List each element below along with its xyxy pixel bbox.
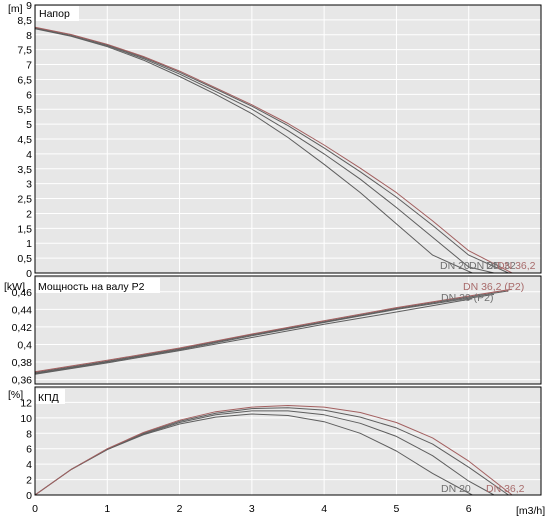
head-y-tick-label: 5,5 (17, 104, 32, 116)
efficiency-title: КПД (38, 392, 59, 404)
power-plot-area (35, 276, 541, 384)
efficiency-y-tick-label: 4 (26, 459, 32, 471)
head-y-tick-label: 7 (26, 60, 32, 72)
power-frame (34, 275, 542, 385)
efficiency-curves (34, 405, 513, 496)
head-y-tick-label: 8 (26, 30, 32, 42)
head-y-tick-label: 9 (26, 0, 32, 12)
head-curves (34, 26, 513, 274)
head-y-ticks: 0 0,5 1 1,5 2 2,5 3 3,5 4 4,5 5 5,5 6 6,5 7 7,5 8 8,5 9 (17, 0, 32, 280)
efficiency-label-dn20: DN 20 (441, 483, 471, 495)
head-frame (34, 4, 542, 274)
x-tick-label: 5 (394, 503, 400, 515)
efficiency-y-ticks: 0 2 4 6 8 10 12 (20, 397, 32, 502)
head-curve-1 (34, 28, 473, 274)
head-panel: 0 0,5 1 1,5 2 2,5 3 3,5 4 4,5 5 5,5 6 6,5 7 7,5 8 8,5 9 [m… (8, 0, 542, 280)
efficiency-y-tick-label: 2 (26, 475, 32, 487)
efficiency-unit-label: [%] (8, 389, 23, 401)
head-curve-2 (34, 27, 495, 274)
head-label-dn362: DN 36,2 (497, 260, 536, 272)
efficiency-title-box (36, 389, 65, 404)
efficiency-x-ticks: 0 1 2 3 4 5 6 (32, 503, 472, 515)
efficiency-y-tick-label: 10 (20, 413, 32, 425)
power-curves (34, 288, 513, 375)
x-tick-label: 0 (32, 503, 38, 515)
x-tick-label: 3 (249, 503, 255, 515)
power-curve-4 (34, 288, 513, 373)
power-y-tick-label: 0,4 (17, 339, 32, 351)
power-label-dn362: DN 36,2 (P2) (463, 281, 524, 293)
power-y-tick-label: 0,44 (12, 304, 33, 316)
head-y-tick-label: 6 (26, 89, 32, 101)
head-y-tick-label: 0,5 (17, 253, 32, 265)
x-tick-label: 2 (177, 503, 183, 515)
power-y-ticks: 0,36 0,38 0,4 0,42 0,44 0,46 (12, 287, 33, 387)
head-y-tick-label: 2,5 (17, 194, 32, 206)
power-title-box (36, 278, 160, 293)
head-y-tick-label: 1 (26, 238, 32, 250)
x-tick-label: 4 (321, 503, 327, 515)
head-y-tick-label: 0 (26, 268, 32, 280)
head-grid (35, 5, 541, 273)
efficiency-label-dn362: DN 36,2 (486, 483, 525, 495)
head-curve-4 (34, 26, 513, 274)
power-unit-label: [kW] (4, 281, 25, 293)
efficiency-y-tick-label: 0 (26, 490, 32, 502)
head-title: Напор (39, 8, 70, 20)
head-y-tick-label: 5 (26, 119, 32, 131)
head-y-tick-label: 3,5 (17, 164, 32, 176)
head-title-box (36, 6, 79, 21)
efficiency-curve-4 (34, 405, 513, 496)
x-tick-label: 1 (104, 503, 110, 515)
efficiency-grid (35, 387, 541, 495)
power-curve-1 (34, 298, 473, 375)
power-y-tick-label: 0,38 (12, 357, 33, 369)
head-label-dn32: DN 32 (486, 260, 516, 272)
efficiency-y-tick-label: 12 (20, 397, 32, 409)
head-y-tick-label: 2 (26, 208, 32, 220)
efficiency-y-tick-label: 8 (26, 428, 32, 440)
power-curve-2 (34, 293, 495, 374)
head-y-tick-label: 4,5 (17, 134, 32, 146)
head-curve-3 (34, 27, 509, 274)
power-curve-3 (34, 290, 509, 374)
power-y-tick-label: 0,42 (12, 322, 33, 334)
head-y-tick-label: 8,5 (17, 15, 32, 27)
x-tick-label: 6 (466, 503, 472, 515)
efficiency-y-tick-label: 6 (26, 444, 32, 456)
head-y-tick-label: 3 (26, 179, 32, 191)
power-y-tick-label: 0,36 (12, 375, 33, 387)
head-y-tick-label: 7,5 (17, 45, 32, 57)
head-label-dn20: DN 20 (440, 260, 470, 272)
power-label-dn20: DN 20 (P2) (441, 292, 494, 304)
head-y-tick-label: 6,5 (17, 74, 32, 86)
efficiency-frame (34, 386, 542, 496)
power-y-tick-label: 0,46 (12, 287, 33, 299)
x-axis-label: [m3/h] (516, 505, 545, 517)
head-y-tick-label: 1,5 (17, 223, 32, 235)
head-y-tick-label: 4 (26, 149, 32, 161)
power-title: Мощность на валу P2 (38, 281, 145, 293)
power-panel: 0,36 0,38 0,4 0,42 0,44 0,46 [kW] Мощность на… (4, 275, 542, 387)
head-label-dn25: DN 25 (469, 260, 499, 272)
head-unit-label: [m] (8, 3, 23, 15)
